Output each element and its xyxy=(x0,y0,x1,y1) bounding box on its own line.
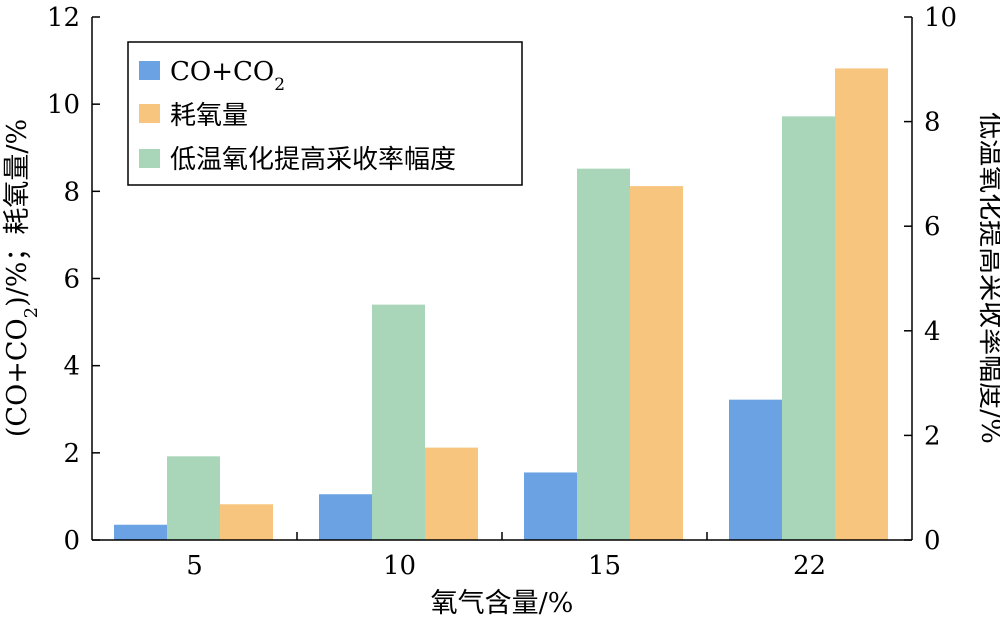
bar-2-15 xyxy=(630,186,683,540)
legend-label-co-co2: CO+CO2 xyxy=(170,57,285,95)
y-axis-label-left-rest: )/%；耗氧量/% xyxy=(2,119,33,307)
y-tick-right-label: 2 xyxy=(924,421,941,451)
legend-label-oxygen-consumption: 耗氧量 xyxy=(170,101,248,131)
y-tick-right-label: 8 xyxy=(924,108,941,138)
y-tick-right-label: 4 xyxy=(924,317,941,347)
x-axis-label: 氧气含量/% xyxy=(431,588,574,619)
y-tick-left-label: 2 xyxy=(63,439,80,469)
y-tick-right-label: 6 xyxy=(924,212,941,242)
bar-0-15 xyxy=(524,472,577,540)
y-tick-left-label: 8 xyxy=(63,177,80,207)
y-tick-left-label: 6 xyxy=(63,265,80,295)
legend-swatch-oxygen-consumption xyxy=(139,104,160,123)
legend-swatch-co-co2 xyxy=(139,61,160,80)
x-tick-label: 5 xyxy=(186,551,203,581)
bar-2-22 xyxy=(835,68,888,540)
legend-frame xyxy=(127,41,523,186)
legend: CO+CO2 耗氧量 低温氧化提高采收率幅度 xyxy=(127,41,523,186)
bar-0-5 xyxy=(114,524,167,540)
y-tick-left-label: 10 xyxy=(47,90,80,120)
legend-label-co-co2-subscript: 2 xyxy=(274,75,285,95)
y-axis-label-left-subscript: 2 xyxy=(21,307,42,318)
y-axis-label-left: (CO+CO2)/%；耗氧量/% xyxy=(2,119,42,437)
bar-0-22 xyxy=(729,399,782,540)
bar-1-5 xyxy=(167,456,220,540)
legend-label-co-co2-main: CO+CO xyxy=(170,57,274,87)
y-tick-left-label: 12 xyxy=(47,3,80,33)
x-tick-label: 15 xyxy=(588,551,621,581)
bar-1-15 xyxy=(577,168,630,541)
y-tick-right-label: 0 xyxy=(924,526,941,556)
bar-1-10 xyxy=(372,304,425,540)
y-axis-label-right: 低温氧化提高采收率幅度/% xyxy=(975,112,1000,444)
bar-1-22 xyxy=(782,116,835,541)
y-tick-left-label: 4 xyxy=(63,352,80,382)
y-tick-left-label: 0 xyxy=(63,526,80,556)
bar-0-10 xyxy=(319,494,372,540)
bars-group xyxy=(114,68,888,541)
y-axis-label-left-main: (CO+CO xyxy=(2,318,33,437)
x-tick-label: 10 xyxy=(383,551,416,581)
legend-label-recovery-improvement: 低温氧化提高采收率幅度 xyxy=(170,145,456,175)
x-tick-label: 22 xyxy=(793,551,826,581)
y-tick-right-label: 10 xyxy=(924,3,957,33)
bar-2-10 xyxy=(425,447,478,540)
ticks-group: 0 2 4 6 8 10 12 0 2 4 6 8 10 5 10 15 22 xyxy=(47,3,957,581)
legend-swatch-recovery-improvement xyxy=(139,149,160,168)
bar-2-5 xyxy=(220,504,273,540)
